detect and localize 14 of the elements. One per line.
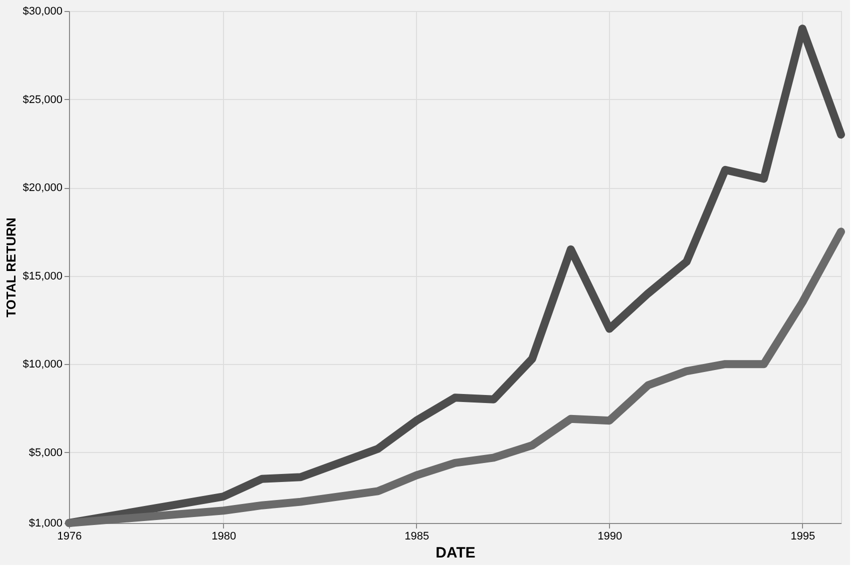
y-tick-label: $30,000	[22, 6, 62, 18]
y-tick-label: $20,000	[22, 182, 62, 194]
x-axis-title: DATE	[436, 544, 476, 562]
y-tick-label: $5,000	[28, 446, 62, 459]
y-tick-label: $15,000	[22, 270, 62, 282]
y-tick-label: $10,000	[22, 358, 62, 371]
x-tick-label: 1985	[404, 530, 430, 542]
x-tick-label: 1976	[57, 530, 82, 542]
y-tick-label: $1,000	[28, 518, 62, 530]
x-tick-label: 1980	[212, 530, 236, 542]
y-axis-title: TOTAL RETURN	[4, 218, 19, 318]
y-tick-label: $25,000	[22, 94, 62, 106]
x-tick-label: 1995	[790, 530, 816, 542]
x-tick-label: 1990	[598, 530, 622, 542]
